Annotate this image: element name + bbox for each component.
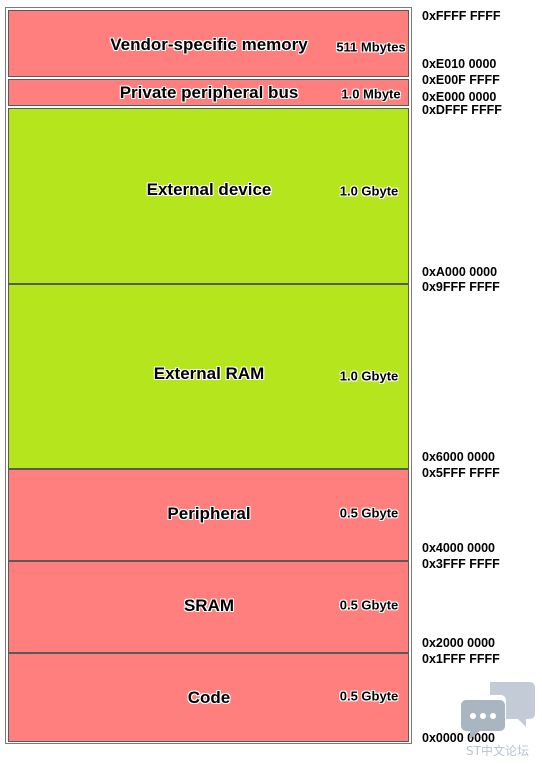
region-name: External RAM: [153, 364, 265, 383]
region-external-device: External device 1.0 Gbyte: [8, 108, 409, 284]
address-label: 0xFFFF FFFF: [422, 9, 501, 23]
address-label: 0xE000 0000: [422, 90, 497, 104]
region-size: 511 Mbytes: [336, 39, 406, 55]
region-size: 1.0 Gbyte: [339, 368, 399, 384]
address-label: 0x6000 0000: [422, 450, 495, 464]
region-private-peripheral-bus: Private peripheral bus 1.0 Mbyte: [8, 79, 409, 106]
region-sram: SRAM 0.5 Gbyte: [8, 561, 409, 653]
chat-bubble-icon: [461, 682, 535, 739]
region-size: 0.5 Gbyte: [339, 597, 399, 613]
address-label: 0x3FFF FFFF: [422, 557, 500, 571]
region-name: SRAM: [183, 596, 235, 615]
address-label: 0xA000 0000: [422, 265, 498, 279]
watermark-text: ST中文论坛: [466, 744, 529, 758]
region-size: 0.5 Gbyte: [339, 688, 399, 704]
region-size: 0.5 Gbyte: [339, 505, 399, 521]
address-label: 0x5FFF FFFF: [422, 466, 500, 480]
region-name: Peripheral: [167, 504, 251, 523]
region-size: 1.0 Mbyte: [341, 86, 401, 102]
region-name: Private peripheral bus: [119, 83, 299, 102]
address-label: 0xE00F FFFF: [422, 73, 500, 87]
region-name: Vendor-specific memory: [110, 35, 308, 54]
address-label: 0x2000 0000: [422, 636, 495, 650]
region-vendor-specific-memory: Vendor-specific memory 511 Mbytes: [8, 10, 409, 77]
address-label: 0x9FFF FFFF: [422, 280, 500, 294]
address-label: 0x4000 0000: [422, 541, 495, 555]
address-label: 0x1FFF FFFF: [422, 652, 500, 666]
region-peripheral: Peripheral 0.5 Gbyte: [8, 469, 409, 561]
region-size: 1.0 Gbyte: [339, 183, 399, 199]
address-label: 0xE010 0000: [422, 57, 497, 71]
memory-map: Vendor-specific memory 511 Mbytes Privat…: [5, 7, 412, 744]
address-label: 0x0000 0000: [422, 731, 495, 745]
region-external-ram: External RAM 1.0 Gbyte: [8, 284, 409, 469]
region-name: Code: [187, 688, 231, 707]
region-code: Code 0.5 Gbyte: [8, 653, 409, 742]
watermark: ST中文论坛: [460, 680, 536, 760]
address-label: 0xDFFF FFFF: [422, 103, 502, 117]
region-name: External device: [146, 180, 272, 199]
